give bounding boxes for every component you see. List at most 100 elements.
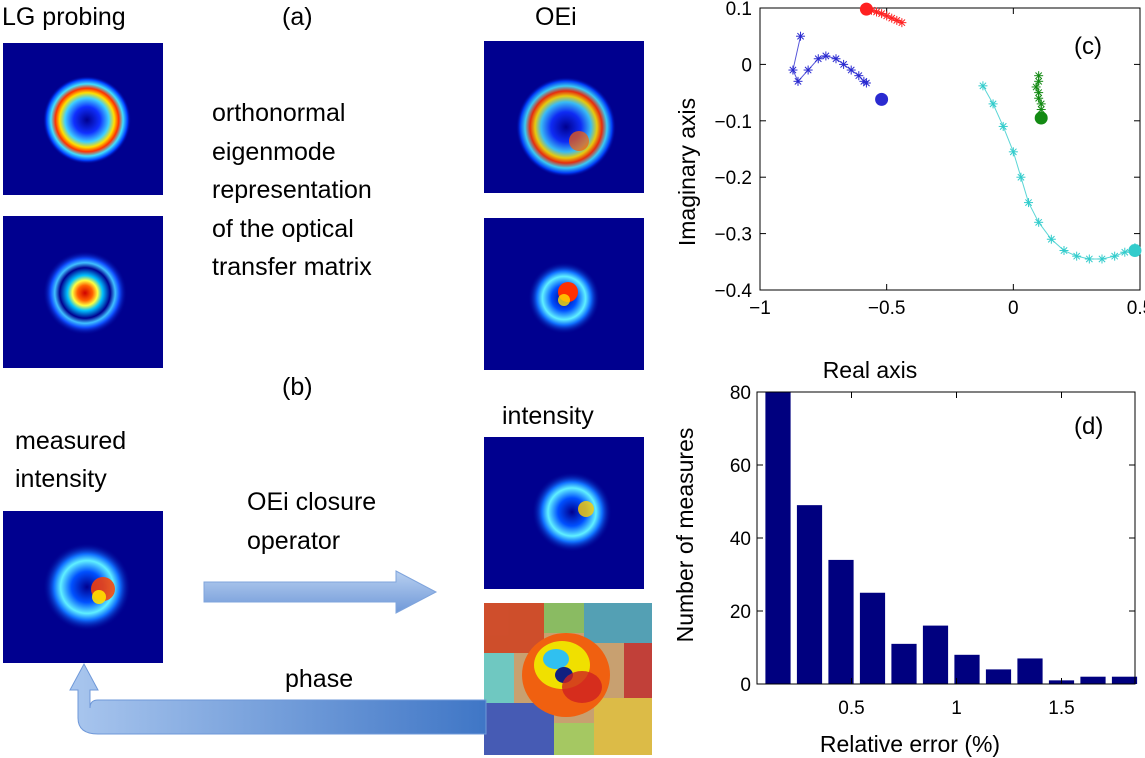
lg-probing-title: LG probing (2, 3, 126, 31)
phase-image (484, 603, 652, 755)
chart-c-frame (759, 7, 1141, 291)
data-point-cyan (1046, 234, 1056, 244)
data-point-cyan (1034, 217, 1044, 227)
data-point-red (897, 18, 907, 28)
star-stroke (1017, 173, 1025, 181)
data-point-blue (796, 31, 806, 41)
data-point-cyan (1072, 251, 1082, 261)
star-stroke (1032, 83, 1040, 91)
star-stroke (1037, 100, 1045, 108)
output-intensity-image (484, 437, 644, 589)
star-stroke (878, 10, 886, 18)
star-stroke (1037, 106, 1045, 114)
star-stroke (883, 12, 891, 20)
y-tick-label: 40 (730, 529, 751, 550)
histogram-bar (954, 654, 980, 684)
chart-d-ylabel: Number of measures (672, 428, 698, 643)
y-tick-label: 0 (741, 55, 752, 76)
star-stroke (873, 8, 881, 16)
histogram-bar (859, 592, 886, 684)
data-point-cyan (1097, 254, 1107, 264)
histogram-bar (828, 559, 854, 684)
description-line: of the optical (212, 214, 354, 243)
star-stroke (1035, 218, 1043, 226)
star-stroke (999, 122, 1007, 130)
y-tick-label: −0.4 (714, 281, 752, 302)
panel-a-tag: (a) (282, 3, 313, 31)
star-stroke (1009, 148, 1017, 156)
operator-label-line1: OEi closure (247, 488, 377, 516)
histogram-bar (1017, 658, 1043, 684)
oei-image-2 (484, 218, 644, 370)
x-tick-label: 0.5 (838, 698, 864, 719)
y-tick-label: 80 (730, 383, 751, 404)
star-stroke (979, 82, 987, 90)
star-stroke (1035, 89, 1043, 97)
description-line: eigenmode (212, 137, 336, 166)
measured-label-line2: intensity (15, 465, 107, 493)
star-stroke (989, 100, 997, 108)
data-point-cyan (1059, 246, 1069, 256)
y-tick-label: −0.1 (714, 112, 752, 133)
series-line-cyan (982, 85, 1136, 260)
star-stroke (794, 77, 802, 85)
histogram-bar (922, 625, 949, 684)
histogram-bar (796, 505, 823, 684)
description-text: orthonormal eigenmode representation of … (212, 94, 372, 287)
oei-title: OEi (535, 3, 577, 31)
histogram-bar (765, 392, 791, 684)
data-point-blue (788, 65, 798, 75)
x-tick-label: −0.5 (868, 298, 906, 319)
lg-probe-image-2 (3, 216, 163, 368)
data-point-blue (839, 59, 849, 69)
data-point-cyan (978, 81, 988, 91)
end-point-green (1034, 111, 1048, 125)
y-tick-label: −0.2 (714, 168, 752, 189)
description-line: transfer matrix (212, 253, 372, 281)
data-point-cyan (988, 99, 998, 109)
histogram-bar (1111, 676, 1138, 684)
x-tick-label: −1 (749, 298, 771, 319)
chart-d-tag: (d) (1074, 413, 1103, 440)
data-point-blue (846, 65, 856, 75)
star-stroke (1047, 235, 1055, 243)
data-point-blue (831, 54, 841, 64)
end-point-blue (875, 92, 889, 106)
data-point-cyan (1024, 198, 1034, 208)
star-stroke (840, 60, 848, 68)
data-point-cyan (1110, 251, 1120, 261)
y-tick-label: 0.1 (726, 0, 752, 20)
star-stroke (832, 55, 840, 63)
data-point-blue (813, 54, 823, 64)
star-stroke (888, 14, 896, 22)
star-stroke (1060, 247, 1068, 255)
data-point-blue (854, 71, 864, 81)
star-stroke (1098, 255, 1106, 263)
histogram-bar (1080, 676, 1106, 684)
closure-arrow-icon (203, 570, 438, 614)
star-stroke (814, 55, 822, 63)
x-tick-label: 0.5 (1127, 298, 1145, 319)
chart-c-tag: (c) (1074, 33, 1102, 60)
y-tick-label: 60 (730, 456, 751, 477)
star-stroke (1121, 248, 1129, 256)
x-tick-label: 1 (951, 698, 962, 719)
data-point-blue (861, 78, 871, 88)
star-stroke (1111, 252, 1119, 260)
description-line: orthonormal (212, 99, 346, 127)
chart-c-xlabel: Real axis (823, 357, 918, 383)
star-stroke (847, 66, 855, 74)
star-stroke (789, 66, 797, 74)
lg-probe-image-1 (3, 43, 163, 195)
operator-label-line2: operator (247, 527, 341, 555)
data-point-cyan (1016, 172, 1026, 182)
phase-label: phase (285, 665, 354, 693)
y-tick-label: −0.3 (714, 225, 752, 246)
star-stroke (1035, 94, 1043, 102)
star-stroke (822, 52, 830, 60)
end-point-red (859, 2, 873, 16)
star-stroke (862, 79, 870, 87)
y-tick-label: 0 (740, 675, 751, 696)
data-point-blue (793, 76, 803, 86)
measured-label-line1: measured (15, 427, 127, 455)
